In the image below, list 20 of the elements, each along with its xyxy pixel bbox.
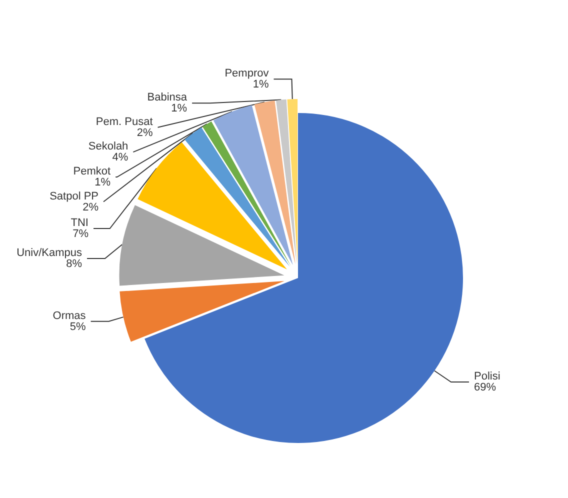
- slice-label: Pemprov: [224, 68, 270, 80]
- slice-label: Pem. Pusat: [96, 116, 153, 128]
- data-label: 5%: [70, 320, 86, 333]
- data-label: 4%: [112, 152, 128, 164]
- slice-label: Univ/Kampus: [16, 246, 83, 259]
- data-label: 69%: [474, 381, 496, 394]
- data-label: 2%: [82, 201, 99, 214]
- slice-label: Babinsa: [147, 92, 188, 104]
- slice-label: TNI: [70, 217, 89, 230]
- slice-label: Sekolah: [88, 140, 128, 153]
- data-label: 7%: [72, 228, 89, 240]
- slice-label: Ormas: [52, 310, 86, 322]
- slice-label: Polisi: [474, 370, 500, 382]
- slice-label: Satpol PP: [50, 190, 98, 202]
- data-label: 1%: [252, 78, 269, 91]
- data-label: 8%: [66, 258, 82, 270]
- slice-label: Pemkot: [73, 166, 111, 178]
- data-label: 1%: [171, 102, 188, 115]
- data-label: 1%: [94, 176, 111, 189]
- data-label: 2%: [136, 126, 153, 139]
